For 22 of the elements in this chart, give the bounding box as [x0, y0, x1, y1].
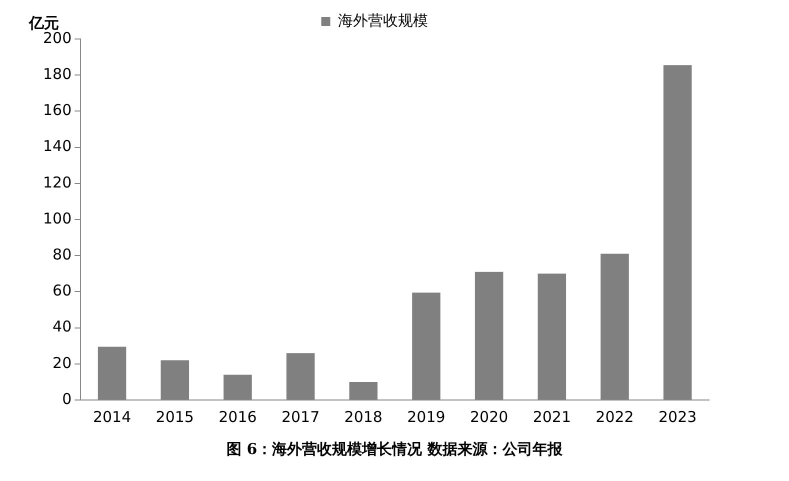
x-tick-label: 2016: [218, 408, 257, 426]
x-tick-label: 2014: [92, 408, 132, 426]
x-tick-label: 2020: [470, 408, 508, 426]
y-tick-label: 20: [52, 354, 72, 372]
x-tick-label: 2021: [532, 408, 571, 426]
x-tick-label: 2017: [281, 408, 320, 426]
caption: 图 6：海外营收规模增长情况 数据来源：公司年报: [226, 440, 564, 459]
x-tick-label: 2015: [156, 408, 194, 426]
y-tick-label: 60: [52, 282, 72, 300]
y-tick-label: 100: [42, 209, 72, 228]
x-tick-label: 2019: [407, 408, 446, 426]
x-tick-label: 2018: [344, 408, 382, 426]
x-tick-label: 2023: [658, 408, 697, 426]
y-tick-label: 120: [42, 173, 72, 192]
legend-label: 海外营收规模: [338, 11, 428, 30]
y-tick-label: 40: [52, 318, 72, 336]
x-tick-label: 2022: [596, 408, 634, 426]
y-tick-label: 80: [52, 245, 72, 264]
y-tick-label: 180: [42, 64, 72, 83]
y-tick-label: 0: [62, 390, 72, 408]
y-tick-label: 140: [42, 137, 72, 156]
y-tick-label: 160: [42, 101, 72, 120]
